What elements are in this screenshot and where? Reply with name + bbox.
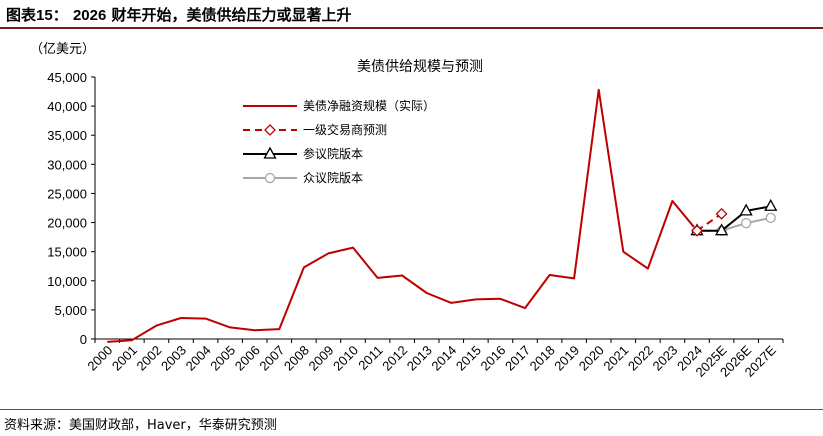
figure-number: 15： bbox=[36, 7, 68, 24]
series-line-1 bbox=[107, 88, 698, 343]
legend-marker bbox=[263, 146, 277, 159]
x-tick-label: 2019 bbox=[551, 343, 582, 374]
figure-header: 图表15： 2026 财年开始，美债供给压力或显著上升 bbox=[6, 4, 352, 25]
x-tick-label: 2018 bbox=[527, 343, 558, 374]
line-chart: （亿美元） 美债供给规模与预测 0 5,000 10,000 15,000 20,000… bbox=[30, 42, 784, 380]
x-tick-label: 2004 bbox=[183, 343, 214, 374]
series-3-point bbox=[739, 203, 753, 216]
x-tick-label: 2010 bbox=[330, 343, 361, 374]
y-tick-label: 5,000 bbox=[54, 303, 87, 318]
legend-marker bbox=[264, 172, 276, 184]
series-3-point bbox=[714, 223, 729, 236]
x-tick-label: 2020 bbox=[576, 343, 607, 374]
x-tick-label: 2007 bbox=[256, 343, 287, 374]
y-unit-label: （亿美元） bbox=[30, 42, 95, 57]
x-tick-label: 2005 bbox=[207, 343, 238, 374]
header-text: 财年开始，美债供给压力或显著上升 bbox=[111, 6, 352, 24]
legend-label: 参议院版本 bbox=[303, 146, 363, 161]
x-tick-label: 2002 bbox=[133, 343, 164, 374]
x-tick-label: 2000 bbox=[84, 343, 115, 374]
series-2-point bbox=[691, 224, 703, 237]
y-tick-label: 10,000 bbox=[47, 274, 87, 289]
x-tick-label: 2022 bbox=[625, 343, 656, 374]
y-tick-label: 0 bbox=[80, 332, 87, 347]
series-4-point bbox=[765, 212, 776, 224]
footer-rule bbox=[0, 409, 823, 410]
series-2-point bbox=[715, 207, 728, 220]
series-line-3 bbox=[697, 205, 771, 232]
y-tick-label: 20,000 bbox=[47, 216, 87, 231]
header-year: 2026 bbox=[72, 7, 107, 24]
x-tick-label: 2016 bbox=[477, 343, 508, 374]
x-tick-label: 2014 bbox=[428, 343, 459, 374]
legend-marker bbox=[264, 124, 276, 136]
x-tick-label: 2023 bbox=[649, 343, 680, 374]
x-tick-label: 2003 bbox=[158, 343, 189, 374]
figure-label: 图表 bbox=[6, 6, 37, 24]
x-tick-label: 2013 bbox=[404, 343, 435, 374]
x-tick-label: 2015 bbox=[453, 343, 484, 374]
chart-title: 美债供给规模与预测 bbox=[357, 59, 483, 75]
header-rule bbox=[0, 27, 823, 29]
x-tick-label: 2017 bbox=[502, 343, 533, 374]
legend-label: 美债净融资规模（实际） bbox=[303, 98, 435, 113]
y-tick-label: 35,000 bbox=[47, 128, 87, 143]
y-tick-label: 45,000 bbox=[47, 70, 87, 85]
x-tick-label: 2009 bbox=[305, 343, 336, 374]
y-tick-label: 25,000 bbox=[47, 186, 87, 201]
series-3-point bbox=[764, 198, 778, 211]
y-tick-label: 40,000 bbox=[47, 99, 87, 114]
x-tick-label: 2001 bbox=[109, 343, 140, 374]
x-tick-label: 2006 bbox=[232, 343, 263, 374]
x-tick-label: 2021 bbox=[600, 343, 631, 374]
x-tick-label: 2011 bbox=[355, 343, 385, 373]
source-note: 资料来源：美国财政部，Haver，华泰研究预测 bbox=[4, 418, 277, 433]
y-tick-label: 30,000 bbox=[47, 157, 87, 172]
legend-label: 众议院版本 bbox=[303, 171, 363, 185]
legend-label: 一级交易商预测 bbox=[303, 122, 387, 137]
x-tick-label: 2012 bbox=[379, 343, 410, 374]
series-line-2 bbox=[696, 212, 723, 232]
series-4-point bbox=[740, 217, 752, 229]
x-tick-label: 2008 bbox=[281, 343, 312, 374]
y-tick-label: 15,000 bbox=[47, 245, 87, 260]
